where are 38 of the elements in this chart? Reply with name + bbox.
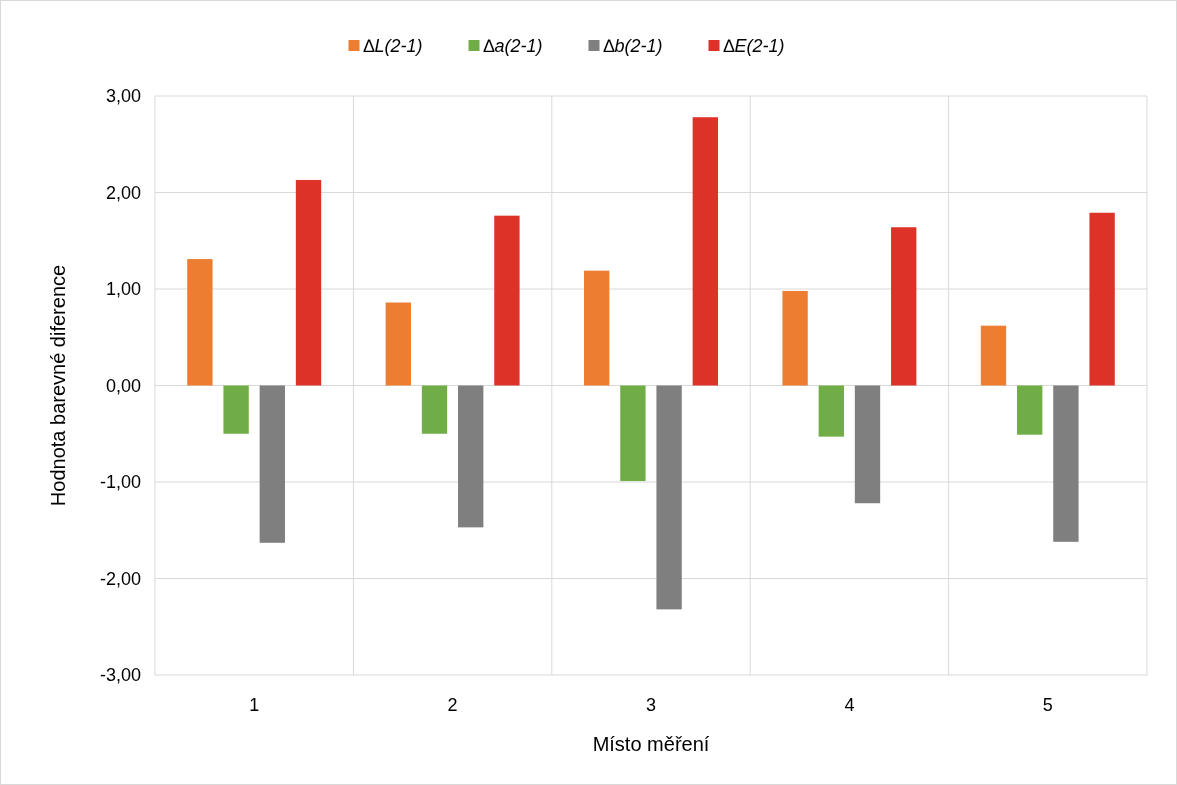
bar [980,325,1007,386]
bar [891,227,917,386]
legend-label: ∆a(2-1) [483,36,543,57]
bar [692,117,718,386]
y-tick-label: 3,00 [105,86,141,107]
x-tick-label: 3 [645,695,657,715]
bar [1089,212,1115,386]
bar [782,290,808,386]
legend-label: ∆E(2-1) [723,36,785,57]
bar [854,385,881,504]
y-tick-label: -1,00 [99,472,141,493]
x-axis-title: Místo měření [592,733,710,755]
x-tick-label: 4 [844,695,855,715]
bar [656,385,682,610]
bar [421,385,448,434]
x-tick-label: 2 [447,695,458,715]
bar [1017,385,1043,435]
bar [223,385,249,434]
y-tick-label: -2,00 [99,568,141,589]
bar [385,302,411,386]
bar [620,385,646,482]
bar [295,179,322,386]
bar [584,270,610,386]
y-tick-label: 0,00 [105,375,141,396]
y-tick-label: 2,00 [105,182,141,203]
x-tick-label: 1 [249,695,260,715]
x-tick-label: 5 [1042,695,1053,715]
y-axis-title: Hodnota barevné diference [47,264,69,507]
bar [818,385,844,437]
y-tick-label: 1,00 [105,279,141,300]
y-tick-label: -3,00 [99,665,141,686]
bar [458,385,484,528]
bar [187,259,213,386]
bar [259,385,285,543]
legend-label: ∆b(2-1) [603,36,663,57]
legend-label: ∆L(2-1) [363,36,423,57]
bar [494,215,520,386]
bar [1053,385,1079,542]
